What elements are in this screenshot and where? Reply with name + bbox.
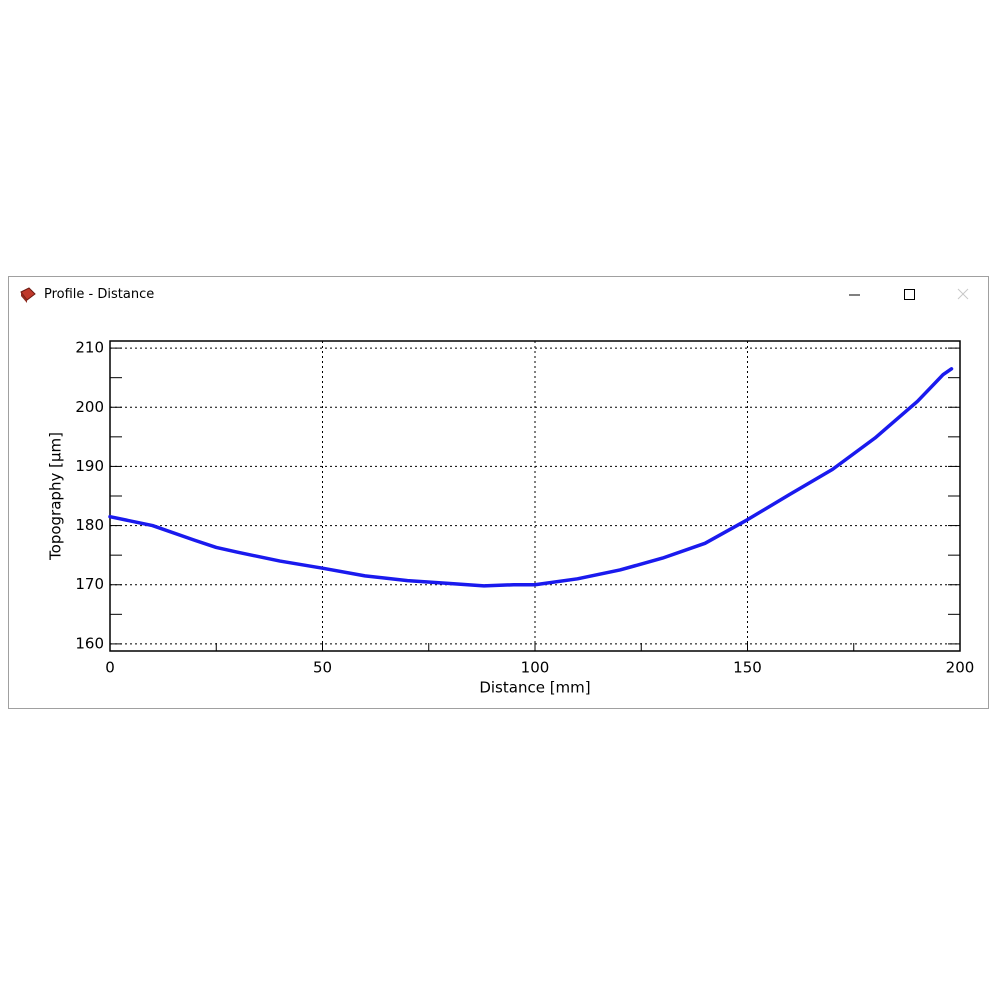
app-icon: [20, 287, 36, 303]
y-tick-label: 160: [75, 634, 104, 652]
data-line: [108, 367, 954, 588]
x-tick-label: 0: [105, 659, 115, 677]
x-tick-label: 200: [946, 659, 975, 677]
plot-frame: [109, 340, 961, 652]
title-bar: Profile - Distance: [9, 277, 988, 311]
y-tick-label: 170: [75, 575, 104, 593]
x-axis-label: Distance [mm]: [479, 679, 590, 697]
y-axis-label: Topography [μm]: [47, 432, 65, 561]
y-tick-label: 180: [75, 516, 104, 534]
y-tick-label: 200: [75, 398, 104, 416]
x-tick-label: 150: [733, 659, 762, 677]
maximize-button[interactable]: [904, 289, 915, 300]
x-tick-label: 50: [313, 659, 332, 677]
y-tick-label: 190: [75, 457, 104, 475]
close-button[interactable]: [957, 288, 969, 300]
window-title: Profile - Distance: [44, 287, 155, 302]
x-tick-label: 100: [521, 659, 550, 677]
y-tick-label: 210: [75, 339, 104, 357]
window-controls: [849, 288, 969, 300]
